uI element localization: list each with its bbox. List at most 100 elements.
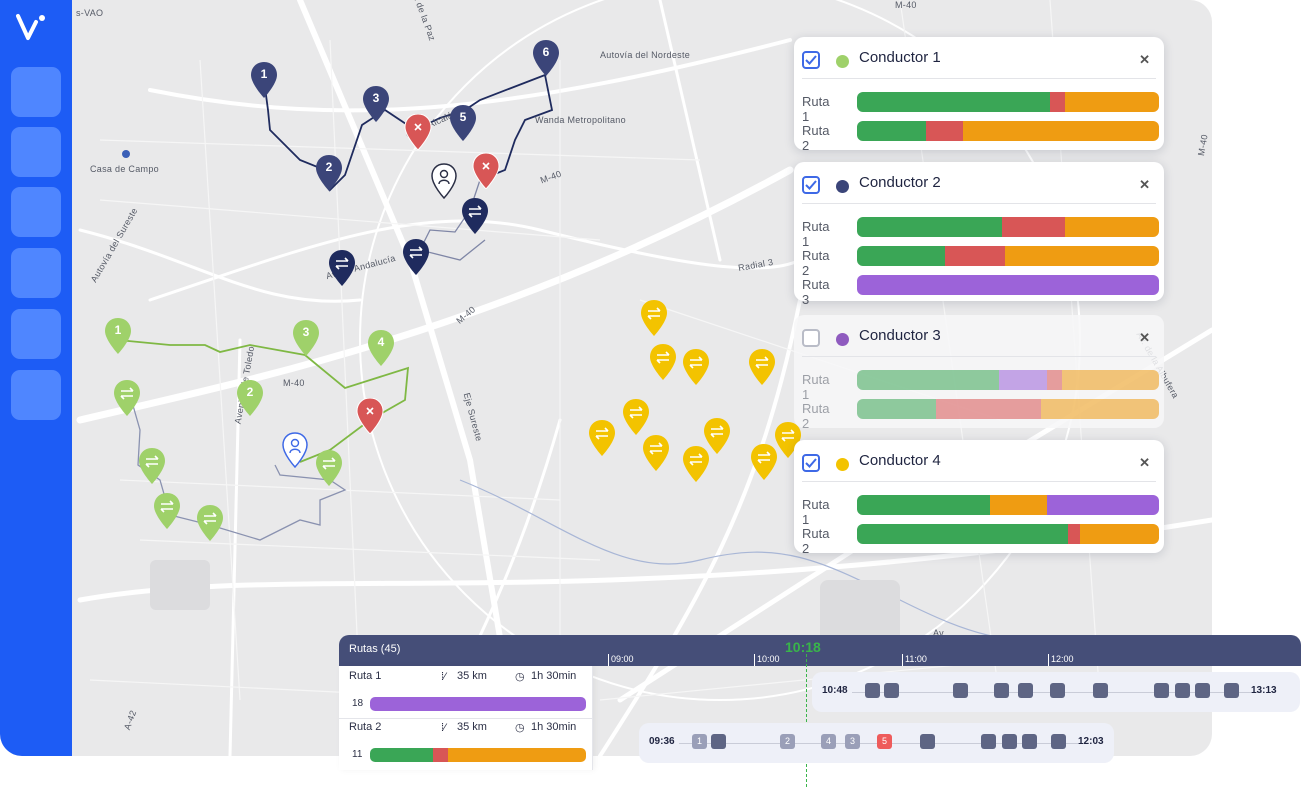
route-stop-count: 11 (352, 749, 363, 760)
stop-chip[interactable] (1018, 683, 1033, 698)
driver-checkbox[interactable] (802, 329, 820, 347)
stop-marker[interactable]: 3 (362, 86, 390, 122)
transfer-marker[interactable] (113, 380, 141, 416)
stop-chip[interactable] (711, 734, 726, 749)
map-label: Wanda Metropolitano (535, 115, 626, 125)
route-status-segment (857, 92, 1051, 112)
transfer-marker[interactable] (328, 250, 356, 286)
route-status-segment (857, 370, 999, 390)
transfer-marker[interactable] (642, 435, 670, 471)
transfer-marker[interactable] (703, 418, 731, 454)
distance-icon: ⁞⁄ (441, 722, 446, 734)
driver-checkbox[interactable] (802, 176, 820, 194)
route-start-time: 09:36 (649, 736, 675, 747)
route-status-segment (857, 121, 927, 141)
stop-chip[interactable]: 3 (845, 734, 860, 749)
transfer-marker[interactable] (649, 344, 677, 380)
timeline-title: Rutas (45) (349, 643, 401, 655)
stop-marker[interactable]: 4 (367, 330, 395, 366)
check-icon (805, 55, 817, 65)
route-distance: 35 km (457, 670, 487, 682)
transfer-marker[interactable] (748, 349, 776, 385)
brand-logo[interactable] (14, 12, 54, 44)
sidebar-nav-button[interactable] (11, 309, 61, 359)
transfer-marker[interactable] (682, 446, 710, 482)
failed-stop-marker[interactable] (472, 153, 500, 189)
time-tick: 11:00 (905, 654, 927, 664)
stop-chip[interactable]: 1 (692, 734, 707, 749)
route-label: Ruta 3 (802, 277, 830, 307)
stop-marker[interactable]: 6 (532, 40, 560, 76)
failed-stop-marker[interactable] (404, 114, 432, 150)
stop-chip[interactable] (1050, 683, 1065, 698)
stop-chip[interactable] (1195, 683, 1210, 698)
stop-marker[interactable]: 2 (315, 155, 343, 191)
route-label: Ruta 1 (802, 372, 830, 402)
sidebar-nav-button[interactable] (11, 187, 61, 237)
driver-card: Conductor 4 ✕ Ruta 1 Ruta 2 (794, 440, 1164, 556)
transfer-marker[interactable] (640, 300, 668, 336)
route-status-bar (857, 524, 1159, 544)
transfer-marker[interactable] (750, 444, 778, 480)
stop-marker[interactable]: 5 (449, 105, 477, 141)
stop-chip[interactable] (1154, 683, 1169, 698)
route-timeline-strip[interactable]: 10:48 13:13 (812, 672, 1300, 712)
sidebar-nav-button[interactable] (11, 248, 61, 298)
map-label: s-VAO (76, 8, 104, 18)
stop-chip[interactable] (920, 734, 935, 749)
driver-marker[interactable] (430, 163, 458, 199)
stop-chip[interactable] (1175, 683, 1190, 698)
transfer-marker[interactable] (196, 505, 224, 541)
stop-marker[interactable]: 3 (292, 320, 320, 356)
driver-color-dot (836, 55, 849, 68)
stop-chip[interactable] (1002, 734, 1017, 749)
transfer-marker[interactable] (461, 198, 489, 234)
route-status-bar (857, 495, 1159, 515)
driver-marker[interactable] (281, 432, 309, 468)
stop-chip[interactable] (865, 683, 880, 698)
route-name[interactable]: Ruta 1 (349, 670, 382, 682)
stop-chip[interactable] (884, 683, 899, 698)
route-status-bar (857, 217, 1159, 237)
transfer-marker[interactable] (402, 239, 430, 275)
close-icon[interactable]: ✕ (1139, 177, 1150, 192)
route-status-segment (1062, 370, 1159, 390)
stop-marker[interactable]: 1 (250, 62, 278, 98)
stop-chip[interactable] (1224, 683, 1239, 698)
stop-marker[interactable]: 1 (104, 318, 132, 354)
route-status-segment (1068, 524, 1081, 544)
stop-chip[interactable]: 2 (780, 734, 795, 749)
failed-stop-chip[interactable]: 5 (877, 734, 892, 749)
stop-chip[interactable] (981, 734, 996, 749)
route-status-segment (944, 246, 1005, 266)
transfer-marker[interactable] (315, 450, 343, 486)
transfer-marker[interactable] (138, 448, 166, 484)
transfer-marker[interactable] (622, 399, 650, 435)
sidebar-nav-button[interactable] (11, 370, 61, 420)
sidebar-nav-button[interactable] (11, 67, 61, 117)
failed-stop-marker[interactable] (356, 398, 384, 434)
clock-icon: ◷ (515, 671, 525, 683)
stop-marker[interactable]: 2 (236, 380, 264, 416)
transfer-marker[interactable] (682, 349, 710, 385)
driver-checkbox[interactable] (802, 51, 820, 69)
stop-chip[interactable] (1022, 734, 1037, 749)
stop-chip[interactable] (1051, 734, 1066, 749)
route-status-segment (1041, 399, 1159, 419)
stop-chip[interactable]: 4 (821, 734, 836, 749)
stop-chip[interactable] (953, 683, 968, 698)
route-status-segment (857, 399, 936, 419)
sidebar-nav-button[interactable] (11, 127, 61, 177)
route-status-segment (1004, 246, 1159, 266)
stop-chip[interactable] (994, 683, 1009, 698)
close-icon[interactable]: ✕ (1139, 52, 1150, 67)
route-progress-segment (370, 748, 433, 762)
stop-chip[interactable] (1093, 683, 1108, 698)
close-icon[interactable]: ✕ (1139, 455, 1150, 470)
transfer-marker[interactable] (588, 420, 616, 456)
close-icon[interactable]: ✕ (1139, 330, 1150, 345)
driver-checkbox[interactable] (802, 454, 820, 472)
route-timeline-strip[interactable]: 09:36 1 2 4 3 5 12:03 (639, 723, 1114, 763)
route-name[interactable]: Ruta 2 (349, 721, 382, 733)
transfer-marker[interactable] (153, 493, 181, 529)
